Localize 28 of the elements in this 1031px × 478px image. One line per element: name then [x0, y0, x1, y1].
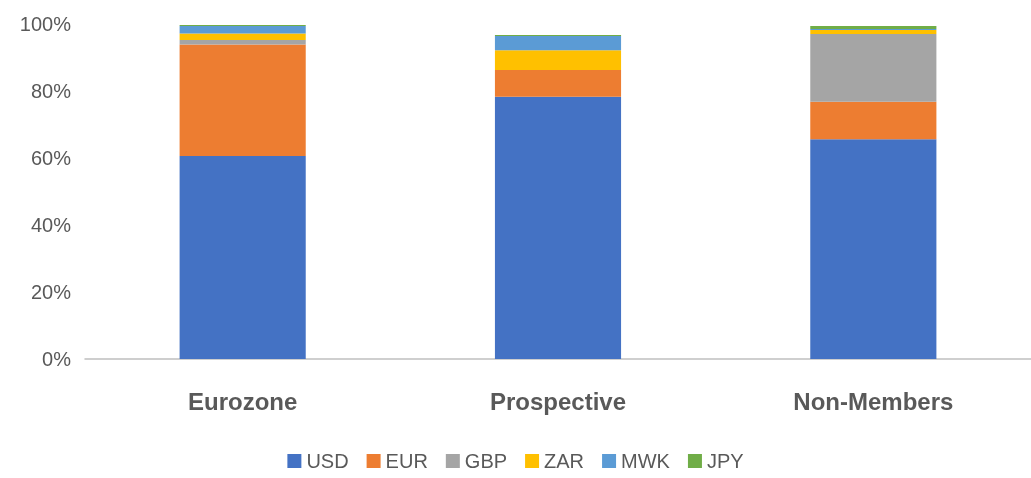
legend-label: ZAR: [544, 450, 585, 472]
x-tick-label: Prospective: [489, 387, 627, 415]
legend-label: EUR: [385, 450, 428, 472]
bar: [810, 139, 937, 359]
legend-label: JPY: [706, 450, 744, 472]
bar: [494, 36, 622, 51]
legend-label: GBP: [464, 450, 508, 472]
bar: [494, 69, 622, 97]
bar: [494, 96, 622, 359]
y-tick-label: 40%: [30, 214, 72, 236]
x-tick-label: Non-Members: [793, 387, 954, 415]
bar: [179, 26, 306, 34]
bar: [810, 30, 937, 35]
y-tick-label: 100%: [19, 13, 72, 35]
legend-label: MWK: [621, 450, 671, 472]
bar: [179, 44, 306, 156]
bar: [179, 40, 306, 45]
bar: [810, 101, 937, 140]
bar: [179, 33, 306, 41]
bar: [179, 155, 306, 359]
bar: [810, 34, 937, 102]
y-tick-label: 20%: [30, 281, 72, 303]
bar: [494, 50, 622, 70]
x-tick-label: Eurozone: [187, 387, 298, 415]
legend-label: USD: [306, 450, 349, 472]
y-tick-label: 60%: [30, 147, 72, 169]
y-tick-label: 0%: [42, 348, 72, 370]
y-tick-label: 80%: [30, 80, 72, 102]
